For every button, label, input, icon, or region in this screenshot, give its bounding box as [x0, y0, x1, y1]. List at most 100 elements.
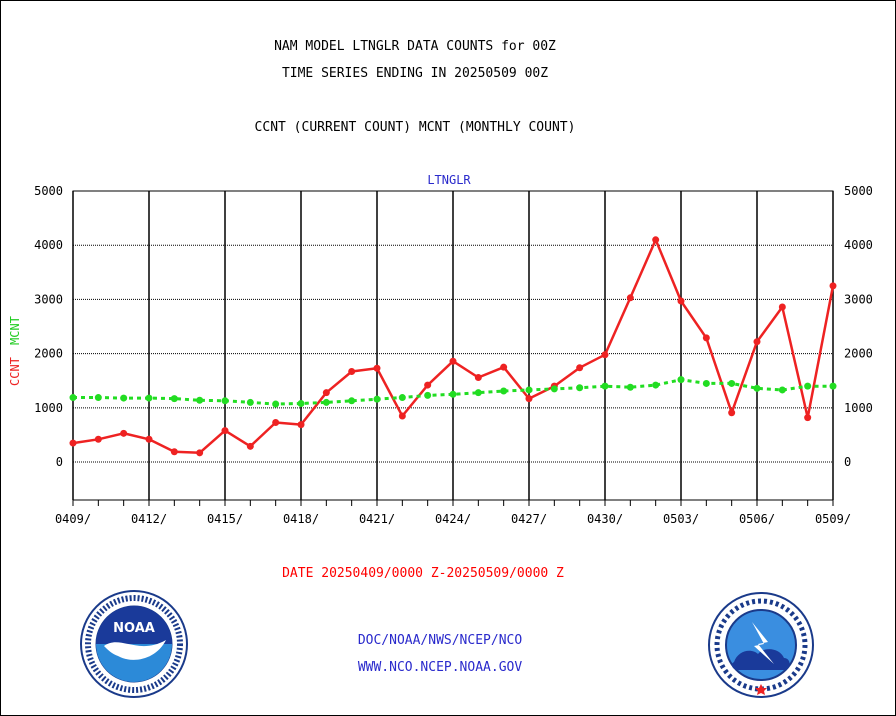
data-point-mcnt-0506 [753, 384, 761, 392]
data-point-mcnt-0509 [829, 382, 837, 390]
data-point-ccnt-0430 [601, 351, 609, 359]
data-point-ccnt-0426 [500, 363, 508, 371]
data-point-mcnt-0418 [297, 400, 305, 408]
y-tick-left-1000: 1000 [34, 401, 63, 415]
data-point-mcnt-0423 [424, 391, 432, 399]
y-tick-left-4000: 4000 [34, 238, 63, 252]
data-point-ccnt-0419 [322, 389, 330, 397]
data-point-mcnt-0424 [449, 390, 457, 398]
data-point-mcnt-0419 [322, 398, 330, 406]
data-point-mcnt-0421 [373, 395, 381, 403]
y-tick-right-5000: 5000 [844, 184, 873, 198]
footer-agency: DOC/NOAA/NWS/NCEP/NCO [357, 633, 523, 648]
data-point-mcnt-0504 [702, 379, 710, 387]
y-axis-label-mcnt: MCNT [8, 316, 22, 345]
data-point-ccnt-0411 [120, 429, 128, 437]
data-point-ccnt-0509 [829, 282, 837, 290]
data-point-mcnt-0505 [728, 379, 736, 387]
data-point-mcnt-0508 [804, 382, 812, 390]
x-tick-label-5: 0424/ [435, 512, 471, 526]
data-point-ccnt-0501 [626, 294, 634, 302]
data-point-mcnt-0413 [170, 395, 178, 403]
data-point-ccnt-0410 [94, 435, 102, 443]
data-point-ccnt-0418 [297, 421, 305, 429]
x-tick-label-8: 0503/ [663, 512, 699, 526]
data-point-ccnt-0502 [652, 236, 660, 244]
panel-title: LTNGLR [427, 173, 471, 187]
data-point-ccnt-0415 [221, 427, 229, 435]
date-range-label: DATE 20250409/0000 Z-20250509/0000 Z [282, 566, 564, 581]
data-point-ccnt-0429 [576, 364, 584, 372]
data-point-ccnt-0504 [702, 334, 710, 342]
x-tick-label-4: 0421/ [359, 512, 395, 526]
data-point-mcnt-0502 [652, 381, 660, 389]
data-point-mcnt-0427 [525, 386, 533, 394]
y-tick-right-1000: 1000 [844, 401, 873, 415]
data-point-ccnt-0413 [170, 448, 178, 456]
data-point-mcnt-0428 [550, 385, 558, 393]
data-point-mcnt-0430 [601, 382, 609, 390]
data-point-mcnt-0416 [246, 398, 254, 406]
data-point-ccnt-0425 [474, 373, 482, 381]
data-point-ccnt-0506 [753, 338, 761, 346]
plot-frame [72, 190, 834, 501]
y-tick-left-0: 0 [56, 455, 63, 469]
data-point-mcnt-0420 [348, 397, 356, 405]
data-point-ccnt-0503 [677, 297, 685, 305]
data-point-ccnt-0427 [525, 395, 533, 403]
y-tick-right-0: 0 [844, 455, 851, 469]
svg-text:NOAA: NOAA [113, 621, 155, 636]
data-point-mcnt-0425 [474, 389, 482, 397]
series-points [69, 236, 837, 457]
plot-area-border [72, 190, 834, 501]
grid-lines [72, 190, 834, 506]
data-point-ccnt-0416 [246, 442, 254, 450]
x-tick-label-6: 0427/ [511, 512, 547, 526]
x-tick-label-7: 0430/ [587, 512, 623, 526]
y-tick-left-3000: 3000 [34, 292, 63, 306]
y-tick-right-4000: 4000 [844, 238, 873, 252]
data-point-ccnt-0422 [398, 412, 406, 420]
data-point-mcnt-0429 [576, 384, 584, 392]
data-point-mcnt-0414 [196, 396, 204, 404]
x-tick-label-2: 0415/ [207, 512, 243, 526]
data-point-ccnt-0409 [69, 439, 77, 447]
y-tick-left-2000: 2000 [34, 347, 63, 361]
data-point-ccnt-0505 [728, 409, 736, 417]
x-tick-label-1: 0412/ [131, 512, 167, 526]
chart-title-line1: NAM MODEL LTNGLR DATA COUNTS for 00Z [274, 39, 556, 54]
data-point-ccnt-0412 [145, 435, 153, 443]
data-point-mcnt-0411 [120, 394, 128, 402]
axis-labels: 0 0 1000 1000 2000 2000 3000 3000 4000 4000 5000 50… [34, 184, 873, 526]
nws-logo-icon [708, 592, 814, 698]
noaa-logo-icon: NOAA [80, 590, 188, 698]
data-point-mcnt-0412 [145, 394, 153, 402]
x-tick-label-9: 0506/ [739, 512, 775, 526]
data-point-mcnt-0422 [398, 394, 406, 402]
data-point-ccnt-0508 [804, 414, 812, 422]
y-axis-label-ccnt: CCNT [8, 357, 22, 386]
data-point-mcnt-0417 [272, 400, 280, 408]
data-point-mcnt-0501 [626, 383, 634, 391]
x-tick-label-0: 0409/ [55, 512, 91, 526]
y-tick-right-3000: 3000 [844, 292, 873, 306]
footer-url: WWW.NCO.NCEP.NOAA.GOV [357, 660, 523, 675]
chart-subtitle: CCNT (CURRENT COUNT) MCNT (MONTHLY COUNT… [254, 120, 576, 135]
data-point-ccnt-0421 [373, 364, 381, 372]
data-point-ccnt-0417 [272, 418, 280, 426]
data-point-ccnt-0423 [424, 381, 432, 389]
data-point-mcnt-0503 [677, 376, 685, 384]
chart-title-line2: TIME SERIES ENDING IN 20250509 00Z [281, 66, 549, 81]
y-tick-left-5000: 5000 [34, 184, 63, 198]
data-point-ccnt-0507 [778, 303, 786, 311]
x-tick-label-3: 0418/ [283, 512, 319, 526]
data-point-mcnt-0415 [221, 397, 229, 405]
data-point-mcnt-0410 [94, 394, 102, 402]
data-point-mcnt-0426 [500, 387, 508, 395]
data-point-ccnt-0414 [196, 449, 204, 457]
data-point-mcnt-0409 [69, 394, 77, 402]
data-point-mcnt-0507 [778, 386, 786, 394]
data-point-ccnt-0420 [348, 368, 356, 376]
data-point-ccnt-0424 [449, 357, 457, 365]
